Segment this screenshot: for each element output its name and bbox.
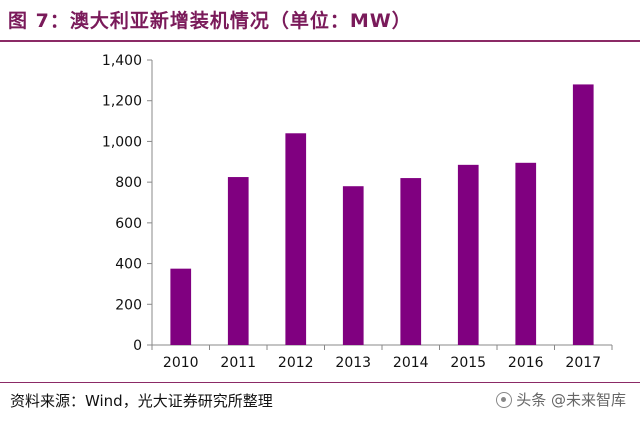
- chart-axes: [147, 59, 613, 350]
- bar-2014: [400, 178, 422, 345]
- x-tick-label: 2013: [335, 355, 371, 371]
- bar-2017: [572, 84, 594, 345]
- y-tick-label: 800: [115, 175, 142, 191]
- y-tick-label: 600: [115, 216, 142, 232]
- bar-2015: [457, 164, 479, 345]
- bar-2016: [515, 162, 537, 345]
- x-tick-label: 2015: [450, 355, 486, 371]
- x-tick-label: 2012: [278, 355, 314, 371]
- bar-2012: [285, 133, 307, 345]
- y-tick-label: 200: [115, 297, 142, 313]
- x-tick-labels: 2010 2011 2012 2013 2014 2015 2016 2017: [163, 355, 601, 371]
- source-note: 资料来源：Wind，光大证券研究所整理: [10, 392, 273, 410]
- wechat-icon: [496, 391, 513, 408]
- bar-2010: [170, 268, 192, 345]
- y-tick-label: 1,000: [102, 134, 142, 150]
- y-tick-label: 0: [133, 338, 142, 354]
- bar-2013: [342, 186, 364, 345]
- x-tick-label: 2014: [393, 355, 429, 371]
- chart-bars: [170, 84, 594, 345]
- x-tick-label: 2010: [163, 355, 199, 371]
- x-tick-label: 2011: [220, 355, 256, 371]
- y-tick-label: 1,400: [102, 53, 142, 69]
- y-tick-labels: 0 200 400 600 800 1,000 1,200 1,400: [102, 53, 142, 354]
- title-rule: [0, 40, 640, 42]
- y-tick-label: 1,200: [102, 94, 142, 110]
- x-tick-label: 2017: [565, 355, 601, 371]
- footer-rule: [0, 382, 640, 383]
- chart-title: 图 7：澳大利亚新增装机情况（单位：MW）: [8, 10, 412, 32]
- watermark: 头条 @未来智库: [496, 389, 626, 410]
- x-tick-label: 2016: [508, 355, 544, 371]
- watermark-text: 头条 @未来智库: [516, 391, 626, 409]
- bar-2011: [227, 177, 249, 345]
- y-tick-label: 400: [115, 257, 142, 273]
